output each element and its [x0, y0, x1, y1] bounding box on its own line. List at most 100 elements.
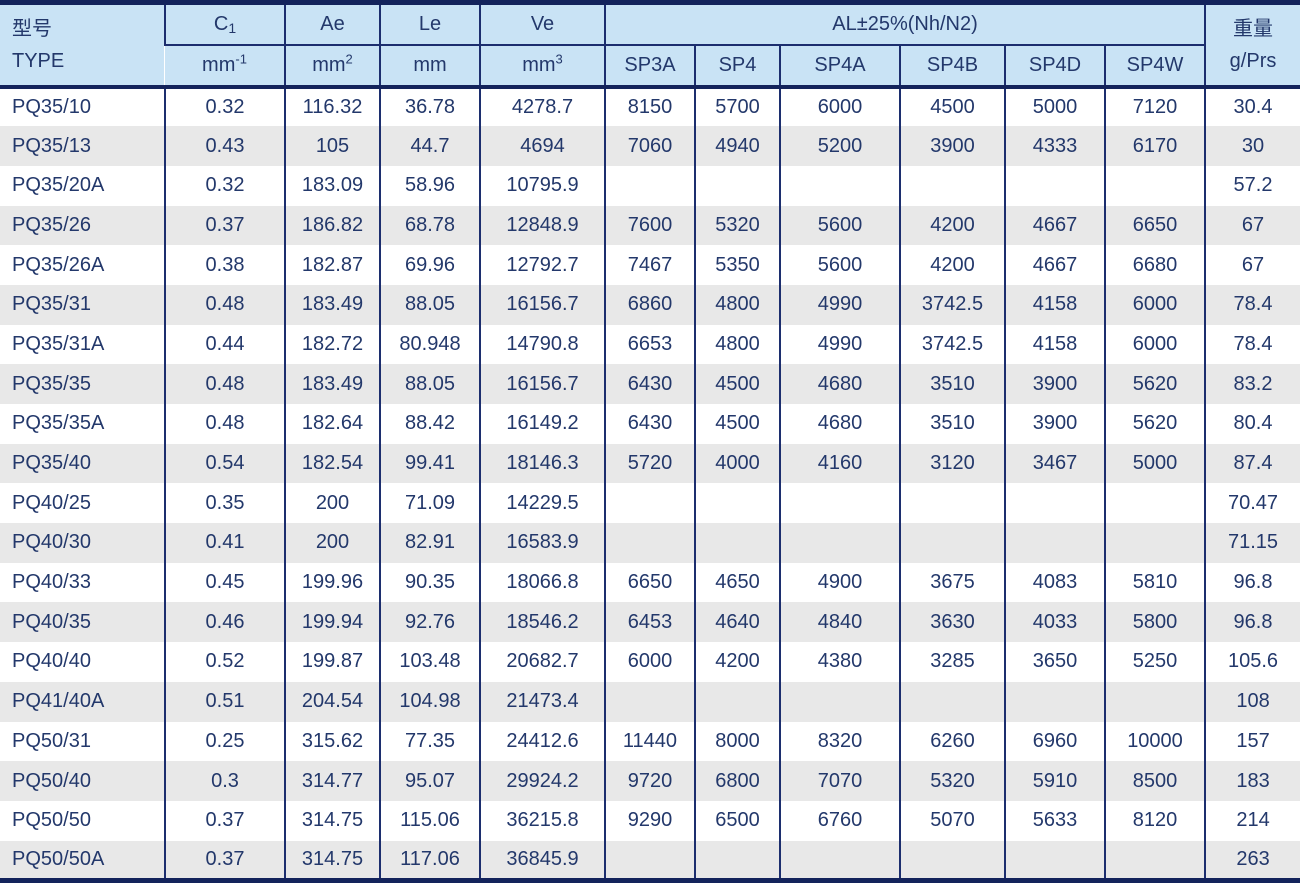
- cell-model: PQ35/26A: [12, 253, 105, 276]
- cell-sp4a: [779, 523, 900, 563]
- cell-ve: 14790.8: [479, 324, 605, 365]
- cell-sp4a: 5600: [779, 245, 900, 285]
- cell-ve: 29924.2: [479, 761, 605, 801]
- cell-sp4b: 6260: [899, 721, 1005, 762]
- cell-ve: 18546.2: [479, 602, 605, 643]
- cell-le: 80.948: [379, 324, 480, 365]
- cell-weight: 108: [1204, 681, 1300, 722]
- column-header-ae: Ae: [284, 2, 380, 46]
- cell-sp4d: [1004, 483, 1105, 524]
- cell-sp4a: 8320: [779, 721, 900, 762]
- cell-sp4b: 3510: [899, 404, 1005, 444]
- cell-le: 115.06: [379, 800, 480, 841]
- cell-sp4: 8000: [694, 721, 780, 762]
- cell-model: PQ40/35: [12, 610, 91, 633]
- cell-sp3a: 7467: [604, 245, 695, 285]
- cell-model: PQ35/20A: [12, 174, 105, 197]
- cell-ve: 4278.7: [479, 86, 605, 127]
- cell-sp4a: [779, 681, 900, 722]
- cell-sp4d: 5910: [1004, 761, 1105, 801]
- cell-ae: 314.75: [284, 840, 380, 881]
- cell-weight: 80.4: [1204, 404, 1300, 444]
- cell-sp4w: 7120: [1103, 86, 1206, 127]
- cell-c1: 0.48: [164, 364, 285, 404]
- cell-c1: 0.35: [164, 483, 285, 524]
- cell-sp4a: [779, 483, 900, 524]
- unit-header-ve: mm3: [479, 44, 605, 87]
- cell-ae: 116.32: [284, 86, 380, 127]
- cell-weight: 96.8: [1204, 562, 1300, 603]
- table-row: PQ50/50 0.37 314.75 115.06 36215.8 9290 6500 67…: [0, 800, 1300, 841]
- cell-weight: 57.2: [1204, 165, 1300, 206]
- cell-le: 104.98: [379, 681, 480, 722]
- cell-le: 88.05: [379, 364, 480, 404]
- cell-weight: 87.4: [1204, 443, 1300, 484]
- cell-c1: 0.43: [164, 126, 285, 166]
- cell-sp4a: 7070: [779, 761, 900, 801]
- cell-sp4: 4000: [694, 443, 780, 484]
- cell-sp4: 4640: [694, 602, 780, 643]
- cell-le: 71.09: [379, 483, 480, 524]
- unit-header-le: mm: [379, 44, 480, 87]
- cell-sp4d: 5633: [1004, 800, 1105, 841]
- cell-sp4d: [1004, 165, 1105, 206]
- column-header-weight: 重量 g/Prs: [1204, 2, 1300, 88]
- table-body: PQ35/10 0.32 116.32 36.78 4278.7 8150 5700 6000…: [0, 86, 1300, 881]
- cell-ae: 182.64: [284, 404, 380, 444]
- cell-ae: 186.82: [284, 205, 380, 246]
- cell-sp4b: 3900: [899, 126, 1005, 166]
- cell-sp4b: 5320: [899, 761, 1005, 801]
- cell-weight: 263: [1204, 840, 1300, 881]
- unit-header-ae: mm2: [284, 44, 380, 87]
- table-row: PQ35/35 0.48 183.49 88.05 16156.7 6430 4500 468…: [0, 364, 1300, 404]
- cell-weight: 67: [1204, 245, 1300, 285]
- cell-sp4: [694, 483, 780, 524]
- cell-sp4d: 3900: [1004, 404, 1105, 444]
- cell-le: 92.76: [379, 602, 480, 643]
- sp-header-sp4d: SP4D: [1004, 44, 1105, 87]
- cell-sp4b: 4200: [899, 205, 1005, 246]
- cell-ae: 182.54: [284, 443, 380, 484]
- cell-sp3a: 6430: [604, 364, 695, 404]
- cell-weight: 78.4: [1204, 324, 1300, 365]
- cell-weight: 157: [1204, 721, 1300, 762]
- cell-sp4: 4500: [694, 364, 780, 404]
- cell-sp4: 4800: [694, 324, 780, 365]
- cell-sp4w: 5250: [1103, 642, 1206, 682]
- table-row: PQ35/31 0.48 183.49 88.05 16156.7 6860 4800 499…: [0, 284, 1300, 325]
- cell-ae: 183.49: [284, 284, 380, 325]
- cell-sp4b: 3285: [899, 642, 1005, 682]
- cell-le: 88.42: [379, 404, 480, 444]
- cell-sp4a: 4990: [779, 324, 900, 365]
- cell-ae: 199.87: [284, 642, 380, 682]
- cell-ae: 314.75: [284, 800, 380, 841]
- cell-weight: 30.4: [1204, 86, 1300, 127]
- table-row: PQ35/13 0.43 105 44.7 4694 7060 4940 5200 3900 43…: [0, 126, 1300, 166]
- cell-c1: 0.51: [164, 681, 285, 722]
- cell-sp4w: 10000: [1103, 721, 1206, 762]
- cell-weight: 71.15: [1204, 523, 1300, 563]
- cell-sp4b: 3742.5: [899, 284, 1005, 325]
- cell-sp3a: 6430: [604, 404, 695, 444]
- cell-weight: 183: [1204, 761, 1300, 801]
- cell-sp3a: 7600: [604, 205, 695, 246]
- cell-sp3a: 9290: [604, 800, 695, 841]
- cell-sp3a: [604, 681, 695, 722]
- column-header-al-group: AL±25%(Nh/N2): [603, 2, 1206, 46]
- cell-le: 95.07: [379, 761, 480, 801]
- cell-sp3a: [604, 483, 695, 524]
- cell-weight: 70.47: [1204, 483, 1300, 524]
- cell-ae: 200: [284, 483, 380, 524]
- cell-ve: 18066.8: [479, 562, 605, 603]
- column-header-le: Le: [379, 2, 480, 46]
- cell-sp3a: 6653: [604, 324, 695, 365]
- cell-le: 68.78: [379, 205, 480, 246]
- cell-sp3a: 6000: [604, 642, 695, 682]
- cell-sp4a: 6000: [779, 86, 900, 127]
- cell-c1: 0.37: [164, 840, 285, 881]
- cell-sp4: 5320: [694, 205, 780, 246]
- cell-sp3a: 8150: [604, 86, 695, 127]
- cell-sp4d: [1004, 681, 1105, 722]
- cell-sp4d: 3900: [1004, 364, 1105, 404]
- cell-sp4w: 8120: [1103, 800, 1206, 841]
